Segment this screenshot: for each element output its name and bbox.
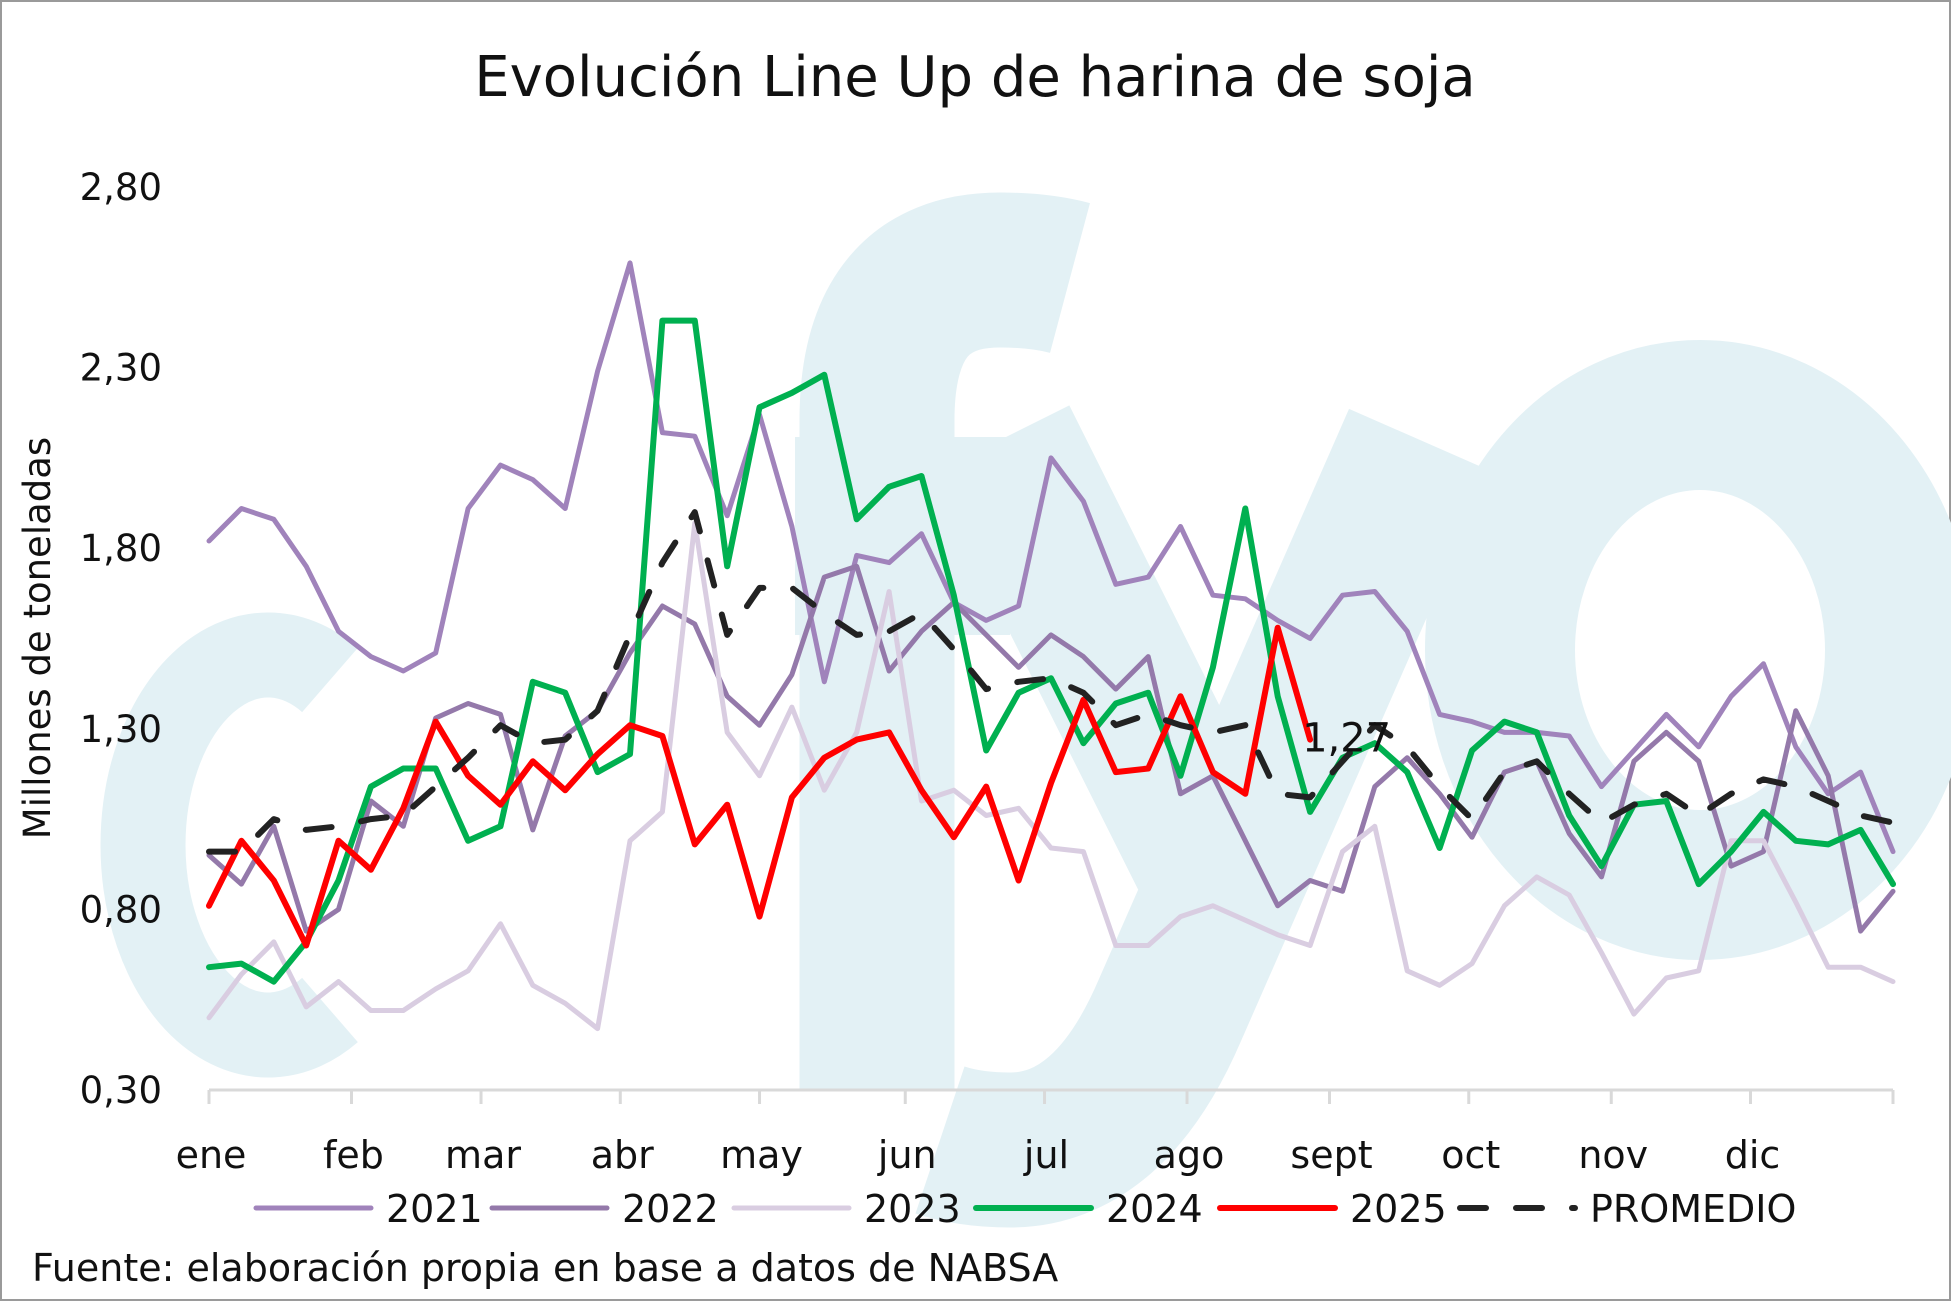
legend-label-2021: 2021: [386, 1187, 483, 1231]
legend-label-2024: 2024: [1106, 1187, 1203, 1231]
x-tick-label: mar: [445, 1133, 521, 1177]
legend-label-2023: 2023: [864, 1187, 961, 1231]
watermark-letter-c: [100, 612, 358, 1078]
x-tick-label: oct: [1441, 1133, 1500, 1177]
series-line-promedio: [206, 509, 1896, 855]
x-tick-label: may: [720, 1133, 803, 1177]
x-tick-label: abr: [591, 1133, 654, 1177]
x-tick-label: feb: [323, 1133, 384, 1177]
y-tick-label: 2,80: [80, 166, 162, 209]
source-note: Fuente: elaboración propia en base a dat…: [32, 1246, 1058, 1290]
legend-label-2025: 2025: [1350, 1187, 1447, 1231]
x-tick-label: ene: [176, 1133, 247, 1177]
watermark-logo: [100, 192, 1951, 1228]
series-line-2024: [206, 317, 1896, 985]
x-tick-label: nov: [1578, 1133, 1648, 1177]
y-tick-label: 0,30: [80, 1069, 162, 1112]
legend-label-2022: 2022: [622, 1187, 719, 1231]
series-line-2021: [206, 260, 1896, 855]
series-line-2025: [206, 624, 1314, 949]
y-axis-label: Millones de toneladas: [16, 437, 59, 839]
y-tick-label: 1,30: [80, 708, 162, 751]
watermark-letter-f: [799, 192, 1090, 1090]
y-tick-label: 1,80: [80, 527, 162, 570]
y-tick-label: 0,80: [80, 888, 162, 931]
x-tick-label: sept: [1290, 1133, 1372, 1177]
series-line-2022: [206, 563, 1896, 934]
chart-title: Evolución Line Up de harina de soja: [474, 45, 1476, 110]
legend: 2021 2022 2023 2024 2025 PROMEDIO: [253, 1187, 1796, 1231]
x-tick-label: jun: [877, 1133, 937, 1177]
series-line-2023: [206, 520, 1896, 1032]
data-label-2025-last: 1,27: [1302, 716, 1391, 762]
x-tick-label: dic: [1725, 1133, 1781, 1177]
x-tick-label: ago: [1154, 1133, 1225, 1177]
legend-label-promedio: PROMEDIO: [1590, 1187, 1796, 1231]
y-tick-label: 2,30: [80, 347, 162, 390]
x-tick-label: jul: [1023, 1133, 1069, 1177]
